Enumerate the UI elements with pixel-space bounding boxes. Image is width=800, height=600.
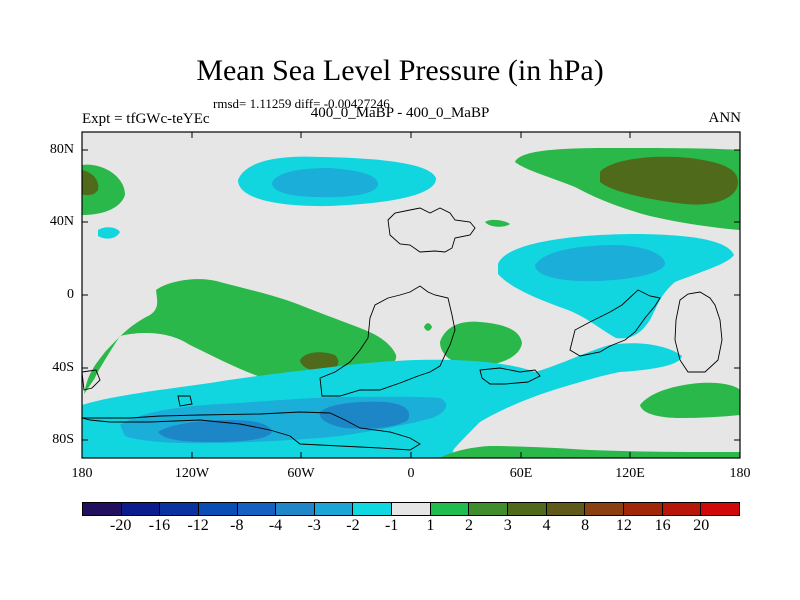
colorbar-label: 3: [503, 517, 512, 534]
coastline-australia: [569, 289, 661, 357]
coastline-sw: [81, 369, 101, 391]
region-stronger-negative-ross: [319, 401, 410, 429]
coastline-africa: [319, 285, 456, 397]
lat-label-80n: 80N: [49, 142, 74, 157]
colorbar-label: 16: [654, 517, 671, 534]
colorbar-cell: [430, 503, 470, 515]
colorbar-cell: [83, 503, 122, 515]
colorbar-label: -20: [110, 517, 132, 534]
colorbar-cell: [237, 503, 277, 515]
colorbar-label: -8: [230, 517, 244, 534]
colorbar-label: -16: [148, 517, 171, 534]
colorbar-cell: [121, 503, 161, 515]
region-strong-positive-s-pacific: [300, 352, 339, 372]
coastline-archipelago: [479, 367, 541, 385]
colorbar-label: -12: [187, 517, 209, 534]
region-positive-s-atlantic: [440, 321, 522, 366]
colorbar: [82, 502, 740, 516]
region-strong-negative-n-pacific: [272, 168, 378, 198]
colorbar-cell: [585, 503, 624, 515]
lat-label-40s: 40S: [52, 360, 74, 375]
colorbar-label: 2: [465, 517, 474, 534]
colorbar-cell: [392, 503, 431, 515]
region-positive-antarctic: [440, 446, 740, 458]
lon-label-60w: 60W: [287, 466, 315, 481]
lon-label-120e: 120E: [615, 466, 645, 481]
colorbar-cell: [623, 503, 663, 515]
colorbar-cell: [701, 503, 739, 515]
colorbar-label: -2: [346, 517, 360, 534]
lat-label-40n: 40N: [49, 214, 74, 229]
axis-ticks: [81, 132, 741, 458]
lon-label-180w: 180: [71, 466, 93, 481]
map-title: Mean Sea Level Pressure (in hPa): [196, 54, 604, 87]
colorbar-label: -3: [307, 517, 321, 534]
pressure-regions: [82, 148, 740, 458]
region-negative-small-w: [98, 227, 120, 239]
colorbar-label: 8: [581, 517, 590, 534]
stats-label: rmsd= 1.11259 diff= -0.00427246: [213, 96, 390, 111]
region-strong-positive-ne: [600, 156, 738, 205]
continent-outlines: [81, 207, 723, 451]
region-triangle-1: [285, 423, 299, 430]
comparison-label: 400_0_MaBP - 400_0_MaBP: [310, 105, 490, 121]
colorbar-label: 4: [542, 517, 551, 534]
lon-label-0: 0: [407, 466, 415, 481]
region-strong-positive-nw: [82, 170, 99, 196]
colorbar-label: -1: [384, 517, 399, 534]
region-stronger-negative-southern-ocean: [158, 420, 272, 442]
colorbar-label: 1: [426, 517, 435, 534]
region-positive-n: [485, 219, 510, 227]
lon-label-180e: 180: [729, 466, 751, 481]
lat-label-80s: 80S: [52, 432, 74, 447]
colorbar-cell: [662, 503, 702, 515]
region-positive-se: [640, 382, 740, 418]
colorbar-label: 12: [615, 517, 632, 534]
coastline-asia: [387, 207, 476, 253]
lat-label-0: 0: [67, 287, 74, 302]
region-triangle-2: [310, 423, 324, 430]
colorbar-label: 20: [693, 517, 710, 534]
colorbar-cell: [276, 503, 315, 515]
colorbar-cell: [314, 503, 354, 515]
colorbar-label: -4: [268, 517, 283, 534]
experiment-label: Expt = tfGWc-teYEc: [82, 111, 210, 127]
colorbar-cell: [508, 503, 547, 515]
lon-label-120w: 120W: [174, 466, 210, 481]
region-positive-small: [424, 323, 432, 331]
colorbar-cell: [469, 503, 509, 515]
colorbar-cell: [160, 503, 199, 515]
lon-label-60e: 60E: [509, 466, 533, 481]
coastline-island: [177, 395, 193, 407]
region-strong-negative-indian: [535, 245, 665, 282]
coastline-america: [674, 291, 723, 373]
colorbar-cell: [546, 503, 586, 515]
colorbar-cell: [198, 503, 238, 515]
colorbar-cell: [353, 503, 393, 515]
coastline-antarctic: [81, 411, 421, 451]
season-label: ANN: [708, 110, 742, 126]
